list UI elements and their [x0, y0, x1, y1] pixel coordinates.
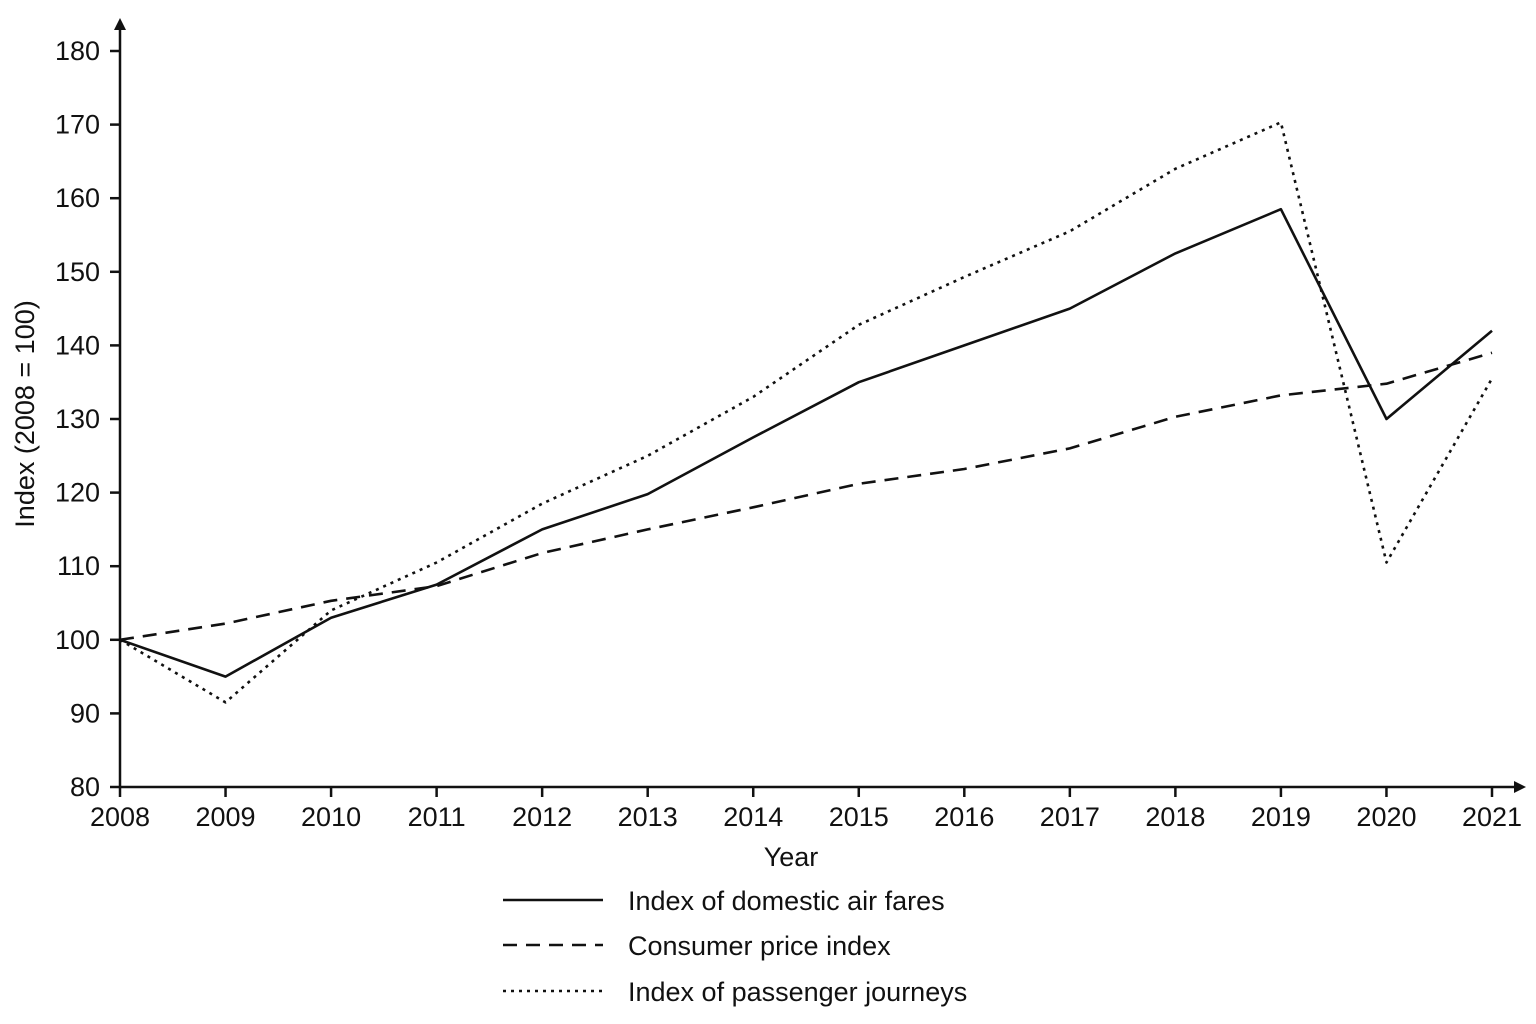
y-tick-label: 90 — [70, 698, 100, 728]
y-axis-title: Index (2008 = 100) — [10, 300, 40, 527]
y-tick-label: 170 — [55, 110, 100, 140]
legend-label: Index of domestic air fares — [628, 886, 945, 916]
x-tick-label: 2019 — [1251, 802, 1311, 832]
y-tick-label: 110 — [57, 551, 100, 581]
axes — [114, 18, 1526, 793]
x-tick-label: 2017 — [1040, 802, 1100, 832]
x-tick-label: 2021 — [1462, 802, 1522, 832]
series-line-dotted — [119, 121, 1494, 704]
x-axis-title: Year — [764, 842, 819, 872]
x-tick-label: 2014 — [723, 802, 783, 832]
x-tick-label: 2015 — [829, 802, 889, 832]
x-tick-label: 2009 — [195, 802, 255, 832]
x-tick-label: 2018 — [1145, 802, 1205, 832]
x-tick-label: 2013 — [618, 802, 678, 832]
legend: Index of domestic air fares Consumer pric… — [503, 886, 967, 1007]
series-line-solid — [119, 207, 1493, 678]
y-tick-label: 140 — [55, 330, 100, 360]
y-tick-label: 120 — [55, 478, 100, 508]
x-tick-label: 2008 — [90, 802, 150, 832]
legend-label: Index of passenger journeys — [628, 977, 967, 1007]
series-line-dashed — [119, 351, 1493, 642]
y-tick-label: 100 — [55, 625, 100, 655]
legend-label: Consumer price index — [628, 931, 891, 961]
y-tick-label: 80 — [70, 772, 100, 802]
series-lines — [119, 121, 1494, 704]
x-tick-label: 2011 — [408, 802, 466, 832]
y-tick-label: 180 — [55, 36, 100, 66]
x-tick-label: 2020 — [1356, 802, 1416, 832]
y-tick-label: 130 — [55, 404, 100, 434]
y-tick-label: 150 — [55, 257, 100, 287]
x-tick-label: 2012 — [512, 802, 572, 832]
x-axis-ticks: 2008 2009 2010 2011 2012 2013 2014 2015 2016 2017… — [90, 787, 1522, 832]
x-tick-label: 2010 — [301, 802, 361, 832]
y-tick-label: 160 — [55, 183, 100, 213]
y-axis-ticks: 80 90 100 110 120 130 140 150 160 170 180 — [55, 36, 120, 802]
x-tick-label: 2016 — [934, 802, 994, 832]
